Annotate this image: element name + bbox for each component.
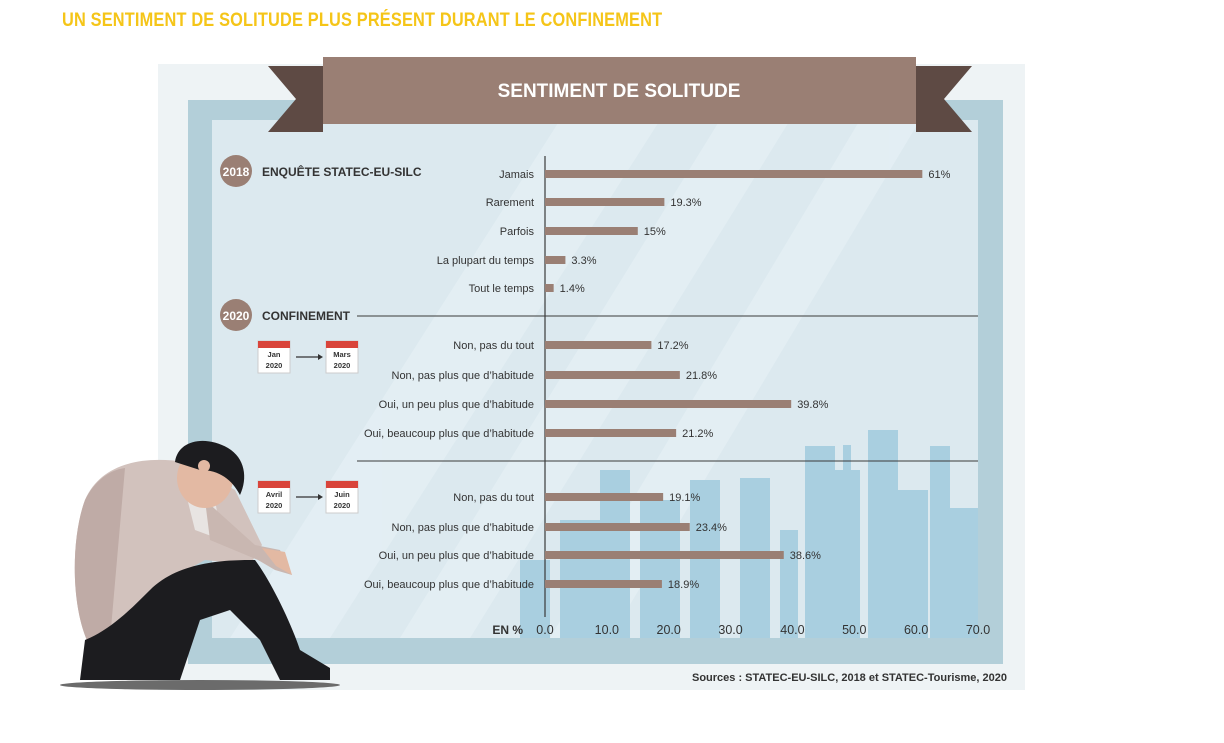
calendar-icon: Jan 2020 (257, 340, 291, 374)
headline: UN SENTIMENT DE SOLITUDE PLUS PRÉSENT DU… (62, 10, 663, 31)
bar (545, 284, 554, 292)
category-label: Oui, beaucoup plus que d’habitude (364, 428, 534, 440)
value-label: 21.8% (686, 370, 717, 382)
chart-title: SENTIMENT DE SOLITUDE (498, 81, 741, 102)
x-axis-ticks: 0.0 10.0 20.0 30.0 40.0 50.0 60.0 70.0 (536, 623, 990, 637)
banner-tail-right (916, 66, 972, 132)
period-avril-juin: Avril 2020 Juin 2020 (257, 480, 359, 514)
x-tick-label: 0.0 (536, 623, 553, 637)
x-tick-label: 50.0 (842, 623, 866, 637)
category-label: Rarement (486, 197, 534, 209)
value-label: 18.9% (668, 579, 699, 591)
calendar-month: Mars (333, 350, 351, 359)
x-tick-label: 60.0 (904, 623, 928, 637)
bar (545, 198, 665, 206)
value-label: 38.6% (790, 550, 821, 562)
banner-ribbon (323, 57, 916, 124)
bar (545, 256, 566, 264)
bar (545, 429, 677, 437)
sad-person-illustration (60, 440, 340, 690)
value-label: 61% (928, 169, 950, 181)
calendar-month: Jan (268, 350, 281, 359)
bar (545, 341, 652, 349)
arrow-right-icon (296, 354, 323, 360)
calendar-year: 2020 (334, 361, 351, 370)
value-label: 23.4% (696, 522, 727, 534)
bar (545, 170, 923, 178)
period-jan-mars: Jan 2020 Mars 2020 (257, 340, 359, 374)
value-label: 19.1% (669, 492, 700, 504)
badge-2020-label: 2020 (223, 309, 250, 323)
bars: Jamais 61% Rarement 19.3% Parfois 15% La plupa… (364, 169, 951, 591)
badge-2018 (220, 155, 252, 187)
bar (545, 400, 792, 408)
value-label: 17.2% (657, 340, 688, 352)
calendar-month: Juin (334, 490, 350, 499)
calendar-icon: Avril 2020 (257, 480, 291, 514)
section-2020-heading: CONFINEMENT (262, 309, 351, 323)
category-label: Oui, un peu plus que d’habitude (379, 399, 534, 411)
value-label: 39.8% (797, 399, 828, 411)
value-label: 19.3% (670, 197, 701, 209)
calendar-icon: Mars 2020 (325, 340, 359, 374)
x-tick-label: 10.0 (595, 623, 619, 637)
calendar-year: 2020 (334, 501, 351, 510)
bar (545, 551, 784, 559)
category-label: Jamais (499, 169, 534, 181)
value-label: 1.4% (560, 283, 585, 295)
category-label: Non, pas du tout (453, 340, 534, 352)
category-label: Non, pas plus que d’habitude (392, 370, 535, 382)
bar (545, 227, 638, 235)
calendar-icon: Juin 2020 (325, 480, 359, 514)
window-sill (188, 638, 1003, 664)
bar (545, 523, 690, 531)
x-tick-label: 70.0 (966, 623, 990, 637)
title-banner: SENTIMENT DE SOLITUDE (268, 57, 972, 132)
calendar-month: Avril (266, 490, 282, 499)
category-label: Tout le temps (469, 283, 535, 295)
section-2018: 2018 ENQUÊTE STATEC-EU-SILC (220, 155, 422, 187)
bar (545, 371, 680, 379)
value-label: 3.3% (571, 255, 596, 267)
category-label: Parfois (500, 226, 535, 238)
x-tick-label: 40.0 (780, 623, 804, 637)
category-label: Oui, beaucoup plus que d’habitude (364, 579, 534, 591)
x-axis-label: EN % (492, 623, 523, 637)
value-label: 15% (644, 226, 666, 238)
bar (545, 493, 664, 501)
source-note: Sources : STATEC-EU-SILC, 2018 et STATEC… (692, 672, 1007, 684)
calendar-year: 2020 (266, 361, 283, 370)
arrow-right-icon (296, 494, 323, 500)
calendar-year: 2020 (266, 501, 283, 510)
bar (545, 580, 662, 588)
x-tick-label: 20.0 (657, 623, 681, 637)
value-label: 21.2% (682, 428, 713, 440)
x-tick-label: 30.0 (718, 623, 742, 637)
category-label: Non, pas du tout (453, 492, 534, 504)
badge-2020 (220, 299, 252, 331)
category-label: Non, pas plus que d’habitude (392, 522, 535, 534)
section-2020: 2020 CONFINEMENT (220, 299, 351, 331)
section-2018-heading: ENQUÊTE STATEC-EU-SILC (262, 164, 422, 179)
category-label: La plupart du temps (437, 255, 535, 267)
category-label: Oui, un peu plus que d’habitude (379, 550, 534, 562)
banner-tail-left (268, 66, 323, 132)
badge-2018-label: 2018 (223, 165, 250, 179)
